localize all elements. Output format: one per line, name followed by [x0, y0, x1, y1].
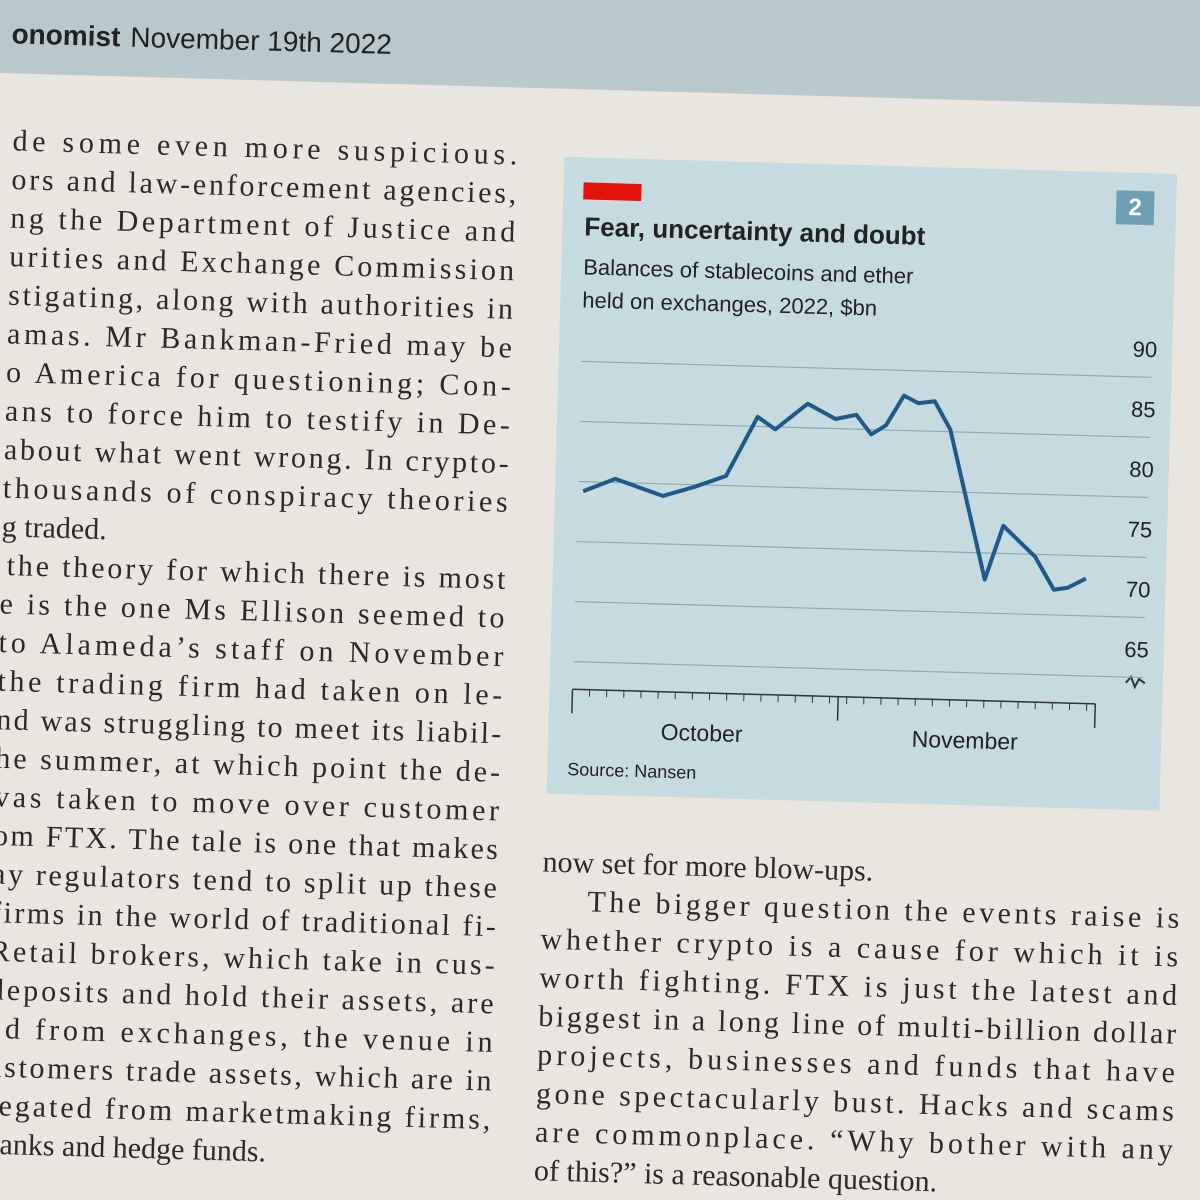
y-tick-label: 90	[1132, 337, 1157, 363]
x-tick	[836, 696, 839, 721]
text-line: whether crypto is a cause for which it i…	[540, 923, 1179, 974]
grid-line	[579, 420, 1150, 438]
chart: 2 Fear, uncertainty and doubt Balances o…	[546, 156, 1178, 811]
grid-line	[574, 600, 1145, 619]
grid-line	[581, 360, 1152, 378]
text-line: banks and hedge funds.	[0, 1128, 267, 1169]
chart-number: 2	[1128, 194, 1142, 221]
y-tick-label: 65	[1124, 637, 1149, 663]
grid-line	[573, 661, 1144, 679]
y-tick-label: 80	[1129, 457, 1154, 483]
text-line: of this?” is a reasonable question.	[534, 1154, 938, 1198]
text-line: g traded.	[1, 510, 107, 546]
text-line: ustomers trade assets, which are in	[0, 1050, 492, 1097]
header: onomist November 19th 2022	[11, 18, 392, 60]
header-brand: onomist	[11, 18, 121, 52]
header-date: November 19th 2022	[130, 22, 392, 60]
left-column: de some even more suspicious.ors and law…	[0, 124, 518, 1169]
y-tick-label: 70	[1126, 577, 1151, 603]
text-line: e is the one Ms Ellison seemed to	[0, 587, 505, 634]
right-column: now set for more blow-ups.The bigger que…	[534, 846, 1180, 1199]
text-line: regated from marketmaking firms,	[0, 1089, 491, 1136]
x-tick	[571, 689, 574, 714]
x-tick-label: November	[911, 726, 1018, 755]
y-tick-label: 85	[1131, 397, 1156, 423]
text-line: ors and law-enforcement agencies,	[11, 163, 517, 210]
grid-line	[578, 480, 1149, 499]
data-line	[582, 393, 1087, 592]
text-line: now set for more blow-ups.	[542, 846, 874, 888]
chart-source: Source: Nansen	[567, 759, 697, 783]
grid-line	[576, 540, 1147, 559]
header-band	[0, 0, 1200, 109]
chart-number-box	[1115, 190, 1155, 226]
x-tick	[1093, 703, 1097, 728]
x-tick-label: October	[660, 719, 743, 747]
x-axis	[572, 688, 1096, 705]
axis-break	[1125, 674, 1146, 690]
chart-panel	[546, 156, 1178, 811]
red-tag	[583, 182, 642, 201]
y-tick-label: 75	[1127, 517, 1152, 543]
